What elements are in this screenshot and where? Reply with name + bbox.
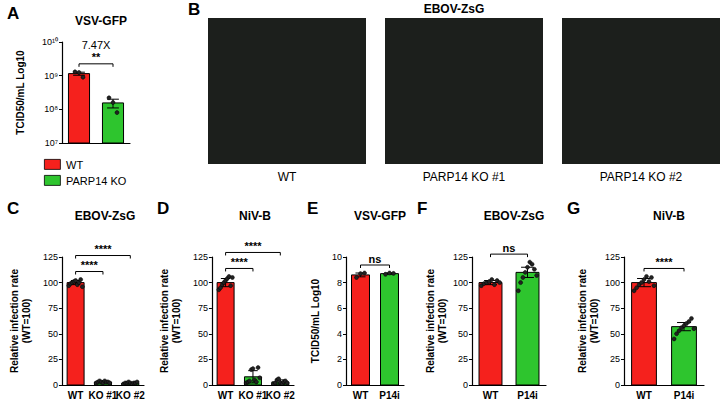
svg-text:TCID50/mL Log10: TCID50/mL Log10 — [310, 278, 321, 363]
html-text:EBOV-ZsG: EBOV-ZsG — [423, 2, 485, 16]
svg-text:WT: WT — [636, 390, 652, 401]
svg-text:ns: ns — [503, 242, 516, 254]
svg-text:EBOV-ZsG: EBOV-ZsG — [484, 209, 545, 223]
svg-text:E: E — [307, 199, 318, 218]
svg-text:KO #2: KO #2 — [266, 390, 295, 401]
svg-text:125: 125 — [453, 252, 468, 262]
svg-text:WT: WT — [483, 390, 499, 401]
svg-text:7.47X: 7.47X — [82, 39, 111, 51]
html-text:PARP14 KO #1: PARP14 KO #1 — [422, 170, 506, 184]
svg-text:10⁹: 10⁹ — [44, 71, 58, 81]
svg-text:6: 6 — [337, 303, 342, 313]
svg-text:PARP14 KO: PARP14 KO — [66, 175, 127, 187]
svg-text:NiV-B: NiV-B — [653, 209, 685, 223]
svg-text:25: 25 — [48, 354, 58, 364]
svg-text:Relative infection rate: Relative infection rate — [425, 269, 436, 373]
svg-text:A: A — [7, 4, 19, 23]
svg-text:100: 100 — [453, 278, 468, 288]
svg-text:(WT=100): (WT=100) — [21, 299, 32, 344]
svg-text:50: 50 — [610, 329, 620, 339]
svg-text:25: 25 — [198, 354, 208, 364]
svg-text:125: 125 — [605, 252, 620, 262]
svg-text:Relative infection rate: Relative infection rate — [159, 269, 170, 373]
svg-text:D: D — [157, 199, 169, 218]
svg-text:0: 0 — [463, 380, 468, 390]
svg-text:75: 75 — [458, 303, 468, 313]
svg-text:P14i: P14i — [517, 390, 538, 401]
svg-text:4: 4 — [337, 329, 342, 339]
svg-text:****: **** — [81, 259, 99, 271]
svg-text:50: 50 — [198, 329, 208, 339]
svg-text:WT: WT — [68, 390, 84, 401]
svg-text:Relative infection rate: Relative infection rate — [9, 269, 20, 373]
svg-text:(WT=100): (WT=100) — [437, 299, 448, 344]
svg-text:0: 0 — [53, 380, 58, 390]
svg-text:25: 25 — [610, 354, 620, 364]
html-text:PARP14 KO #2: PARP14 KO #2 — [599, 170, 683, 184]
svg-text:NiV-B: NiV-B — [239, 209, 271, 223]
svg-text:C: C — [7, 199, 19, 218]
svg-text:KO #1: KO #1 — [239, 390, 268, 401]
svg-text:100: 100 — [193, 278, 208, 288]
svg-text:KO #2: KO #2 — [116, 390, 145, 401]
svg-text:(WT=100): (WT=100) — [589, 299, 600, 344]
svg-text:VSV-GFP: VSV-GFP — [354, 209, 406, 223]
svg-text:125: 125 — [43, 252, 58, 262]
svg-text:100: 100 — [43, 278, 58, 288]
svg-text:TCID50/mL Log10: TCID50/mL Log10 — [15, 50, 26, 135]
svg-text:ns: ns — [369, 253, 382, 265]
svg-text:75: 75 — [610, 303, 620, 313]
html-text:WT: WT — [277, 170, 297, 184]
svg-text:WT: WT — [353, 390, 369, 401]
svg-text:WT: WT — [218, 390, 234, 401]
svg-text:75: 75 — [198, 303, 208, 313]
svg-text:****: **** — [244, 240, 262, 252]
svg-text:EBOV-ZsG: EBOV-ZsG — [75, 209, 136, 223]
svg-text:(WT=100): (WT=100) — [171, 299, 182, 344]
svg-text:F: F — [417, 199, 427, 218]
svg-text:10⁸: 10⁸ — [44, 104, 58, 114]
svg-text:Relative infection rate: Relative infection rate — [577, 269, 588, 373]
svg-text:100: 100 — [605, 278, 620, 288]
svg-text:****: **** — [94, 243, 112, 255]
svg-text:P14i: P14i — [379, 390, 400, 401]
svg-text:KO #1: KO #1 — [89, 390, 118, 401]
svg-text:**: ** — [92, 51, 101, 63]
svg-text:125: 125 — [193, 252, 208, 262]
svg-text:VSV-GFP: VSV-GFP — [75, 14, 127, 28]
svg-text:WT: WT — [66, 159, 83, 171]
svg-text:25: 25 — [458, 354, 468, 364]
html-text:B: B — [188, 0, 201, 19]
svg-text:8: 8 — [337, 278, 342, 288]
svg-text:****: **** — [655, 256, 673, 268]
svg-text:0: 0 — [203, 380, 208, 390]
svg-text:10⁷: 10⁷ — [45, 138, 58, 148]
svg-text:75: 75 — [48, 303, 58, 313]
svg-text:0: 0 — [615, 380, 620, 390]
svg-text:0: 0 — [337, 380, 342, 390]
svg-text:****: **** — [231, 256, 249, 268]
svg-text:P14i: P14i — [674, 390, 695, 401]
svg-text:10¹⁰: 10¹⁰ — [42, 37, 58, 47]
svg-text:50: 50 — [458, 329, 468, 339]
svg-text:2: 2 — [337, 354, 342, 364]
svg-text:50: 50 — [48, 329, 58, 339]
svg-text:G: G — [567, 199, 580, 218]
svg-text:10: 10 — [332, 252, 342, 262]
